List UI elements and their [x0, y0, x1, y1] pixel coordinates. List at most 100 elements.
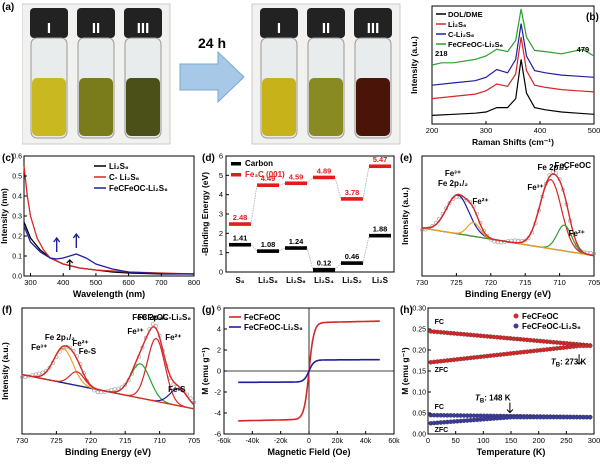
chart-f-xtick-label-1: 710 — [153, 436, 166, 445]
vial-label-after: III — [367, 20, 380, 37]
vial-label-before: III — [137, 20, 150, 37]
chart-d-value-label-1-3: 4.89 — [317, 166, 332, 175]
chart-h-legend-label-1: FeCFeOC-Li₂S₆ — [522, 322, 581, 331]
chart-h-xtick-label-4: 200 — [532, 436, 545, 445]
chart-b-legend-label-0: DOL/DME — [448, 10, 483, 19]
chart-b-series-0 — [431, 59, 595, 116]
panel-label-e: (e) — [400, 153, 413, 164]
chart-h-annotation-tb-2: TB: 148 K — [475, 393, 511, 404]
chart-d-bar-1-3 — [313, 175, 335, 180]
chart-h-ylabel: M (emu g⁻¹) — [400, 347, 410, 395]
chart-f-xtick-label-0: 705 — [188, 436, 200, 445]
chart-g-series-1 — [238, 358, 380, 384]
chart-h-legend-label-0: FeCFeOC — [522, 312, 559, 321]
chart-b-xtick-label-0: 200 — [426, 126, 439, 135]
chart-h-annotation-fc-2: FC — [435, 404, 444, 411]
chart-h-annotation-zfc-2: ZFC — [435, 427, 449, 434]
chart-d: 1.41 1.08 1.24 0.12 0.46 1.88 Carbon 2.48 4.49 4.… — [200, 152, 395, 285]
time-arrow-label: 24 h — [198, 35, 226, 51]
panel-label-h: (h) — [400, 305, 413, 316]
chart-g-ytick-label-1: -4 — [214, 409, 221, 418]
chart-h-xlabel: Temperature (K) — [477, 447, 546, 457]
chart-f-data-point-27 — [112, 387, 117, 392]
chart-e-annotation-1: Fe³⁺ — [527, 183, 543, 192]
chart-c-xtick-label-4: 700 — [155, 278, 168, 287]
chart-d-value-label-1-1: 4.49 — [261, 174, 276, 183]
chart-g-xtick-label-1: -40k — [246, 438, 260, 445]
chart-d-connector-1-4 — [362, 166, 370, 199]
chart-f-envelope — [21, 326, 195, 406]
chart-e-xtick-label-2: 715 — [519, 278, 532, 287]
chart-e-data-point-30 — [523, 238, 528, 243]
chart-d-bar-0-0 — [229, 242, 251, 247]
chart-d-ytick-label-5: 5 — [219, 171, 223, 180]
chart-b-xtick-label-2: 400 — [534, 126, 547, 135]
chart-c-ytick-label-2: 0.2 — [12, 234, 22, 241]
chart-f-data-point-4 — [33, 372, 38, 377]
vial-liquid-before — [126, 78, 160, 136]
vial-label-after: I — [277, 20, 281, 37]
chart-f-data-point-22 — [95, 390, 100, 395]
chart-f-annotation-0: Fe 2p₃/₂ — [138, 313, 169, 322]
chart-g-ytick-label-5: 4 — [217, 325, 221, 334]
chart-f-annotation-3: Fe-S — [168, 385, 186, 394]
chart-f-data-point-39 — [154, 324, 159, 328]
chart-e-annotation-4: Fe³⁺ — [445, 169, 461, 178]
chart-h-xtick-label-0: 0 — [426, 436, 430, 445]
chart-h-tb-arrow-1 — [575, 354, 583, 365]
chart-h-zfc-point-1-48 — [587, 414, 593, 420]
chart-d-ytick-label-6: 6 — [219, 152, 223, 161]
chart-f-annotation-4: Fe-S — [79, 347, 97, 356]
chart-f-data-point-44 — [171, 382, 176, 387]
chart-e-data-point-28 — [516, 238, 521, 243]
chart-c-xlabel: Wavelength (nm) — [73, 289, 145, 299]
chart-d-bar-0-5 — [369, 233, 391, 238]
chart-d-value-label-1-0: 2.48 — [233, 213, 248, 222]
panel-label-a: (a) — [2, 2, 15, 13]
chart-f-data-point-23 — [99, 390, 104, 395]
chart-e-xtick-label-3: 720 — [485, 278, 498, 287]
chart-d-value-label-1-2: 4.59 — [289, 172, 304, 181]
vial-label-before: II — [92, 20, 100, 37]
chart-b-annotation-218: 218 — [435, 49, 448, 58]
chart-f-component-0 — [21, 337, 195, 410]
chart-d-bar-1-0 — [229, 222, 251, 226]
chart-d-bar-1-1 — [257, 183, 279, 187]
panel-label-f: (f) — [2, 305, 12, 316]
chart-h-ytick-label-4: 0.20 — [412, 348, 426, 355]
chart-f-annotation-6: Fe 2p₁/₂ — [45, 333, 75, 342]
chart-d-legend-label-1: Fe₃C (001) — [245, 170, 285, 179]
chart-g-ytick-label-2: -2 — [214, 388, 221, 397]
chart-g-ytick-label-6: 6 — [217, 304, 221, 313]
chart-f-data-point-30 — [123, 382, 128, 387]
chart-d-connector-1-1 — [278, 182, 286, 186]
chart-e-annotation-0: Fe 2p₃/₂ — [538, 163, 569, 172]
chart-h-xtick-label-2: 100 — [477, 436, 490, 445]
chart-d-category-label-3: Li₂S₄ — [314, 276, 334, 285]
chart-e-data-point-22 — [495, 240, 500, 245]
vial-cap-before — [30, 8, 68, 38]
chart-d-connector-0-1 — [278, 247, 286, 252]
chart-c-ytick-label-5: 0.5 — [12, 174, 22, 181]
chart-b-series-3 — [431, 8, 595, 66]
chart-h-ytick-label-2: 0.10 — [412, 390, 426, 397]
chart-g-xlabel: Magnetic Field (Oe) — [267, 447, 350, 457]
chart-d-category-label-4: Li₂S₂ — [342, 276, 362, 285]
chart-f-data-point-26 — [109, 387, 114, 392]
vial-liquid-after — [309, 78, 343, 136]
chart-c-xtick-label-1: 400 — [57, 278, 70, 287]
chart-h-xtick-label-1: 50 — [451, 436, 459, 445]
chart-d-value-label-0-0: 1.41 — [233, 234, 248, 243]
chart-d-category-label-1: Li₂S₈ — [258, 276, 278, 285]
chart-c-legend-label-0: Li₂S₆ — [109, 162, 129, 171]
chart-f-frame — [21, 307, 195, 435]
vial-cap-after — [307, 8, 345, 38]
vial-liquid-before — [79, 78, 113, 136]
chart-c-series-0 — [23, 221, 194, 275]
chart-e-component-3 — [421, 221, 595, 257]
chart-d-value-label-1-5: 5.47 — [373, 155, 388, 164]
chart-c-xtick-label-2: 500 — [90, 278, 103, 287]
chart-d-connector-1-2 — [306, 177, 314, 184]
